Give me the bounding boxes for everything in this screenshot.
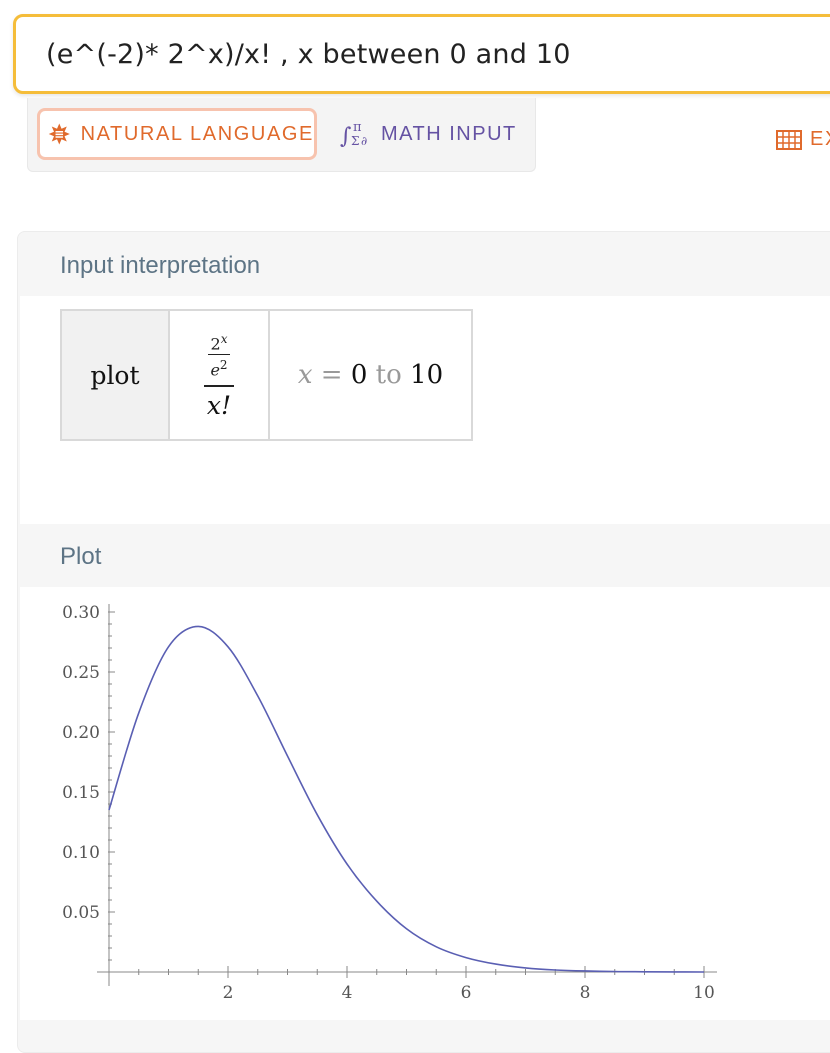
- interpretation-command: plot: [60, 309, 170, 441]
- svg-text:∫: ∫: [340, 124, 352, 149]
- function-denominator: x!: [206, 391, 232, 421]
- svg-text:π: π: [353, 120, 362, 135]
- function-numerator: 2x e2: [204, 330, 234, 388]
- natural-language-label: NATURAL LANGUAGE: [80, 122, 314, 145]
- extended-keyboard-button[interactable]: EX: [776, 128, 830, 151]
- interpretation-table: plot 2x e2 x! x = 0 to 10: [60, 309, 473, 441]
- inner-denominator-exponent: 2: [219, 358, 228, 372]
- search-input[interactable]: (e^(-2)* 2^x)/x! , x between 0 and 10: [13, 14, 830, 94]
- math-input-label: MATH INPUT: [381, 122, 517, 145]
- interpretation-range: x = 0 to 10: [268, 309, 473, 441]
- math-input-icon: ∫ π Σ ∂: [340, 120, 367, 149]
- plot-pod-body: [20, 587, 830, 1020]
- natural-language-icon: [48, 123, 70, 145]
- numerator-exponent: x: [220, 331, 228, 346]
- numerator-base: 2: [210, 334, 221, 353]
- inner-denominator-base: e: [210, 360, 220, 380]
- plot-pod-title: Plot: [60, 543, 102, 570]
- svg-text:Σ: Σ: [351, 134, 359, 148]
- range-equals: =: [312, 360, 351, 390]
- extended-keyboard-label: EX: [810, 128, 830, 150]
- function-fraction: 2x e2 x!: [204, 330, 234, 421]
- inner-fraction-bar: [208, 354, 230, 355]
- interpretation-pod-title: Input interpretation: [60, 252, 261, 279]
- range-from: 0: [350, 360, 368, 390]
- range-to: 10: [410, 360, 444, 390]
- input-mode-bar: NATURAL LANGUAGE ∫ π Σ ∂ MATH INPUT: [27, 98, 536, 172]
- search-query-text: (e^(-2)* 2^x)/x! , x between 0 and 10: [46, 39, 571, 70]
- range-to-word: to: [367, 360, 411, 390]
- range-variable: x: [297, 360, 313, 390]
- math-input-button[interactable]: ∫ π Σ ∂ MATH INPUT: [339, 116, 517, 152]
- natural-language-button[interactable]: NATURAL LANGUAGE: [37, 108, 317, 160]
- interpretation-function: 2x e2 x!: [168, 309, 270, 441]
- svg-text:∂: ∂: [361, 134, 367, 148]
- keyboard-icon: [776, 129, 802, 150]
